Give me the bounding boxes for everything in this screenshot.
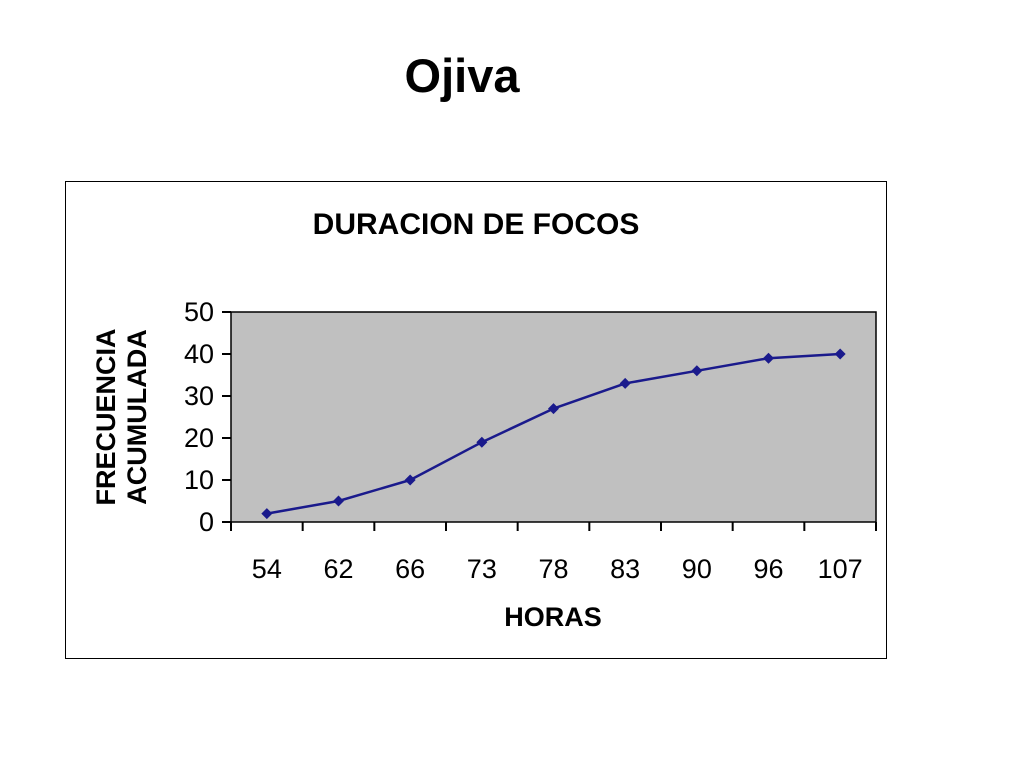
svg-text:90: 90	[682, 554, 712, 584]
svg-text:73: 73	[467, 554, 497, 584]
svg-text:40: 40	[184, 339, 214, 369]
x-axis-label: HORAS	[504, 602, 602, 632]
svg-text:30: 30	[184, 381, 214, 411]
svg-text:0: 0	[199, 507, 214, 537]
svg-text:78: 78	[538, 554, 568, 584]
svg-text:96: 96	[753, 554, 783, 584]
svg-text:62: 62	[323, 554, 353, 584]
svg-text:83: 83	[610, 554, 640, 584]
svg-text:50: 50	[184, 297, 214, 327]
chart-title: DURACION DE FOCOS	[312, 208, 640, 241]
svg-text:54: 54	[252, 554, 282, 584]
svg-text:107: 107	[818, 554, 863, 584]
svg-text:10: 10	[184, 465, 214, 495]
svg-text:20: 20	[184, 423, 214, 453]
slide-title: Ojiva	[404, 49, 520, 102]
ogive-line-chart: 0 10 20 30 40 50 54 62 66 73 78 83 90 96 107	[184, 297, 877, 584]
chart-frame: DURACION DE FOCOS FRECUENCIA ACUMULADA 0…	[65, 181, 887, 659]
svg-text:66: 66	[395, 554, 425, 584]
